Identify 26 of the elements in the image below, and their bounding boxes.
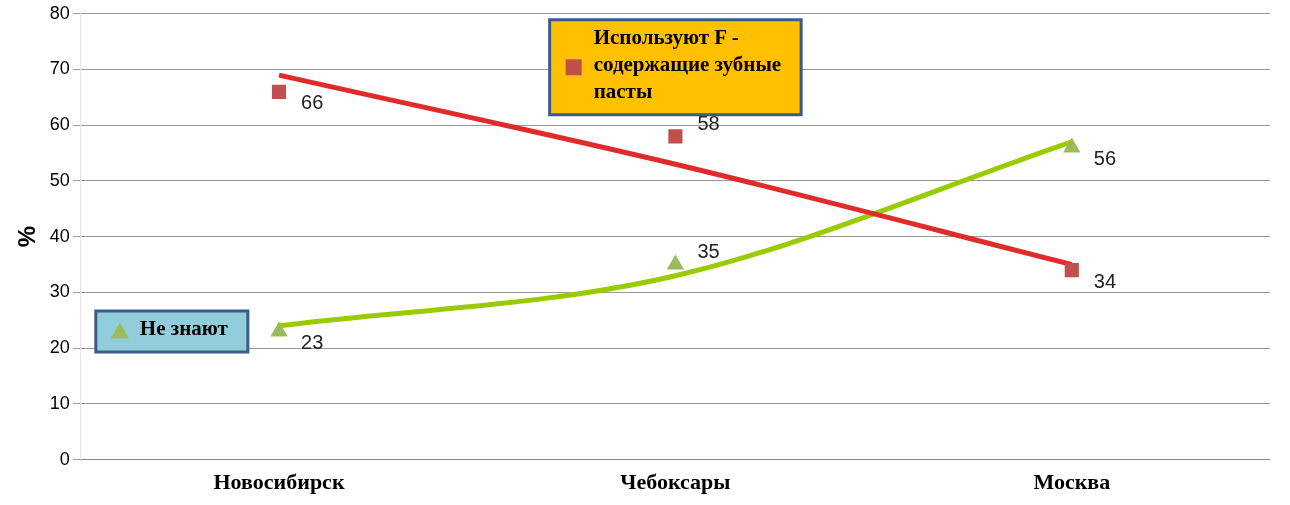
legend-label: Используют F - содержащие зубные пасты <box>593 24 782 103</box>
x-tick-label: Москва <box>1033 469 1111 495</box>
x-tick-label: Новосибирск <box>213 469 345 495</box>
data-label: 23 <box>301 330 324 353</box>
point <box>1063 137 1081 153</box>
data-label: 58 <box>697 111 720 134</box>
point <box>270 321 288 337</box>
y-tick-label: 70 <box>49 58 70 79</box>
point <box>666 254 685 270</box>
y-tick-label: 20 <box>49 337 70 358</box>
y-axis-title: % <box>13 226 41 248</box>
y-tick-label: 80 <box>49 2 70 23</box>
point <box>668 129 683 144</box>
y-tick-label: 60 <box>49 114 70 135</box>
legend-label: Не знают <box>139 315 229 340</box>
point <box>271 84 287 99</box>
y-tick-label: 0 <box>59 448 70 469</box>
y-tick-label: 50 <box>49 169 70 190</box>
data-label: 66 <box>301 91 324 114</box>
data-label: 56 <box>1093 147 1117 170</box>
y-tick-label: 40 <box>49 225 70 246</box>
x-tick-label: Чебоксары <box>620 469 731 495</box>
y-tick-label: 10 <box>49 392 70 413</box>
data-label: 35 <box>697 240 720 263</box>
data-label: 34 <box>1093 269 1117 292</box>
y-tick-label: 30 <box>49 281 70 302</box>
